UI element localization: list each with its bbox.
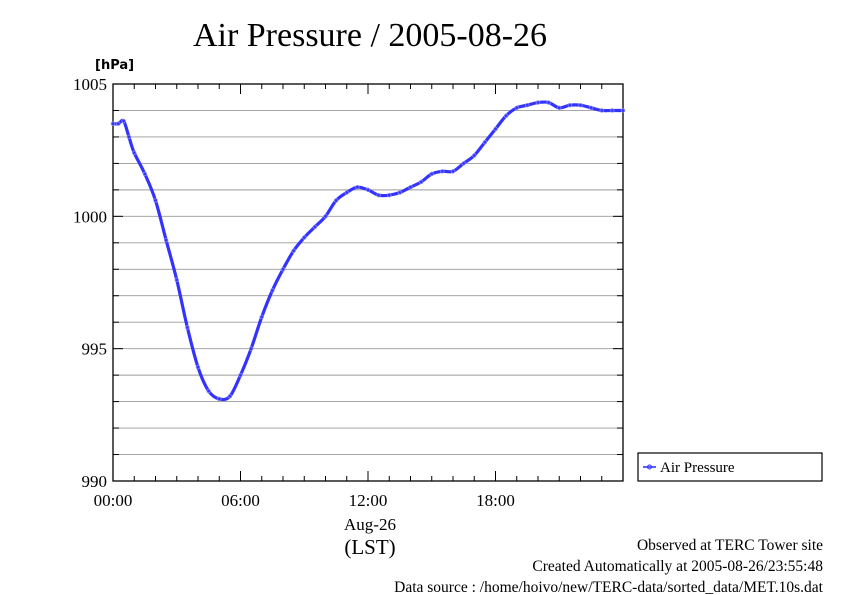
data-point — [418, 179, 424, 185]
x-tick-labels: 00:00 06:00 12:00 18:00 — [94, 491, 515, 510]
plot-frame — [112, 83, 624, 482]
legend-label: Air Pressure — [660, 460, 735, 476]
chart-title: Air Pressure / 2005-08-26 — [193, 17, 547, 54]
data-point — [312, 224, 318, 230]
data-point — [121, 118, 126, 124]
data-point — [588, 105, 594, 111]
data-point — [461, 161, 466, 166]
data-point — [323, 214, 328, 219]
data-point — [163, 237, 169, 243]
footer-created: Created Automatically at 2005-08-26/23:5… — [532, 558, 823, 575]
y-tick-labels: 990 995 1000 1005 — [73, 75, 107, 491]
axis-ticks — [112, 83, 624, 482]
data-point — [365, 187, 371, 193]
data-point — [344, 190, 349, 195]
data-point — [450, 169, 456, 174]
data-point — [291, 248, 296, 253]
data-point — [557, 105, 562, 111]
data-point — [620, 108, 626, 113]
data-point — [195, 364, 201, 370]
data-point — [472, 153, 477, 158]
data-point — [302, 235, 307, 240]
data-point — [174, 277, 179, 283]
legend-marker-swatch — [647, 464, 652, 470]
data-point — [387, 192, 392, 198]
data-point — [376, 192, 381, 198]
data-point — [503, 113, 509, 118]
data-point — [482, 140, 488, 145]
data-point — [185, 325, 190, 330]
data-point — [217, 396, 222, 402]
data-point — [567, 102, 573, 108]
x-unit-label: (LST) — [344, 535, 395, 559]
data-point — [126, 134, 132, 140]
data-point — [578, 102, 583, 108]
data-point — [110, 121, 116, 126]
data-point — [116, 121, 121, 126]
footer-source: Data source : /home/hoivo/new/TERC-data/… — [394, 579, 824, 595]
y-tick-label: 1005 — [73, 75, 107, 94]
data-point — [142, 171, 148, 177]
data-point — [206, 388, 211, 394]
x-tick-label: 00:00 — [94, 491, 133, 510]
data-point — [333, 198, 339, 203]
data-point — [153, 198, 158, 203]
grid-lines — [113, 110, 623, 455]
y-tick-label: 1000 — [73, 207, 107, 226]
data-point — [132, 150, 137, 156]
y-tick-label: 990 — [82, 472, 108, 491]
data-point — [514, 105, 519, 111]
x-tick-label: 12:00 — [349, 491, 388, 510]
data-point — [535, 100, 541, 105]
data-point — [440, 169, 445, 174]
data-point — [599, 108, 604, 113]
data-point — [610, 108, 615, 113]
data-point — [280, 267, 286, 272]
series-layer — [110, 100, 626, 402]
data-point — [248, 346, 254, 351]
data-point — [227, 394, 233, 399]
x-date-label: Aug-26 — [344, 515, 396, 534]
y-axis-unit: [hPa] — [95, 58, 134, 73]
data-point — [429, 171, 434, 177]
data-point — [397, 190, 403, 195]
data-point — [546, 100, 551, 105]
data-point — [355, 185, 360, 190]
data-point — [408, 185, 413, 190]
data-point — [270, 288, 275, 293]
y-tick-label: 995 — [82, 340, 108, 359]
footer-observed: Observed at TERC Tower site — [637, 537, 823, 554]
data-point — [493, 126, 498, 132]
data-point — [238, 372, 243, 378]
data-point — [259, 314, 264, 320]
data-point — [525, 102, 530, 108]
legend-box — [637, 452, 823, 482]
x-tick-label: 18:00 — [476, 491, 515, 510]
legend: Air Pressure — [637, 452, 823, 482]
x-tick-label: 06:00 — [221, 491, 260, 510]
series-line — [111, 100, 625, 402]
